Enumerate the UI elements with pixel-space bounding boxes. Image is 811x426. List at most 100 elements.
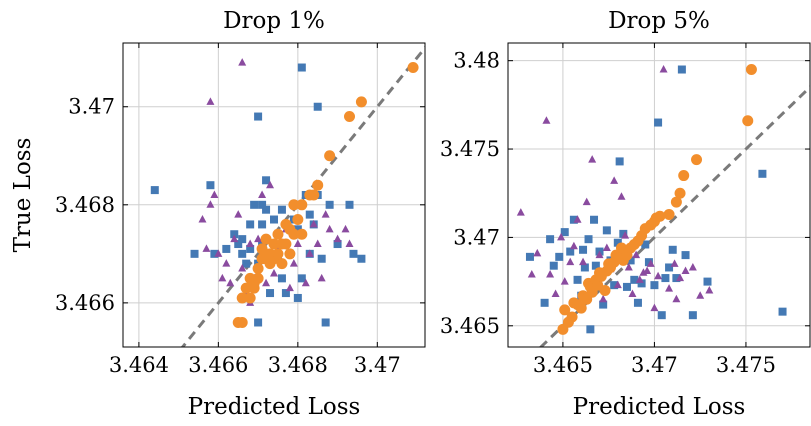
data-point-circle <box>296 228 308 240</box>
data-point-square <box>703 277 712 286</box>
data-points <box>516 64 787 335</box>
data-point-circle <box>272 248 284 260</box>
panel-title: Drop 5% <box>608 8 710 34</box>
data-point-square <box>222 244 231 253</box>
data-point-triangle <box>599 294 608 303</box>
data-point-square <box>281 289 290 298</box>
data-point-triangle <box>602 243 611 252</box>
data-point-triangle <box>285 283 294 292</box>
data-point-circle <box>670 196 682 208</box>
data-point-square <box>540 298 549 307</box>
data-point-triangle <box>218 273 227 282</box>
data-point-square <box>630 275 639 284</box>
data-point-circle <box>236 316 248 328</box>
plot-area-frame <box>507 42 811 348</box>
x-tick-label: 3.465 <box>533 353 593 377</box>
data-point-triangle <box>309 219 318 228</box>
data-point-square <box>266 289 275 298</box>
data-point-circle <box>654 210 666 222</box>
data-point-square <box>325 200 334 209</box>
data-point-square <box>262 176 271 185</box>
data-point-square <box>584 235 593 244</box>
data-point-circle <box>324 150 336 162</box>
data-point-square <box>665 263 674 272</box>
data-point-circle <box>674 187 686 199</box>
data-point-square <box>672 274 681 283</box>
data-point-triangle <box>214 249 223 257</box>
data-point-triangle <box>646 259 655 267</box>
data-point-circle <box>280 238 292 250</box>
data-point-triangle <box>254 234 263 243</box>
x-tick-label: 3.468 <box>268 353 328 377</box>
data-point-square <box>758 169 767 178</box>
data-point-triangle <box>643 266 652 274</box>
data-point-triangle <box>635 275 644 283</box>
data-point-triangle <box>266 180 275 189</box>
data-point-square <box>317 254 326 263</box>
data-point-square <box>602 226 611 235</box>
data-point-square <box>190 249 199 258</box>
data-point-circle <box>276 258 288 270</box>
data-point-square <box>641 240 650 249</box>
data-point-triangle <box>588 155 597 163</box>
data-point-triangle <box>621 231 630 239</box>
x-axis-label: Predicted Loss <box>188 394 361 420</box>
plot-area-frame <box>122 42 426 348</box>
data-point-triangle <box>516 208 525 216</box>
data-point-triangle <box>659 65 668 73</box>
data-point-triangle <box>696 291 705 299</box>
data-point-triangle <box>289 259 298 267</box>
data-point-circle <box>244 292 256 304</box>
data-point-triangle <box>632 250 641 259</box>
data-point-circle <box>344 111 355 123</box>
data-point-triangle <box>210 190 219 198</box>
data-point-circle <box>288 228 300 240</box>
data-point-circle <box>566 311 578 323</box>
y-tick-label: 3.475 <box>440 137 500 161</box>
data-point-square <box>258 200 267 209</box>
data-point-square <box>277 205 286 214</box>
data-point-circle <box>559 304 571 316</box>
data-point-square <box>333 240 342 249</box>
data-point-square <box>357 254 366 263</box>
data-point-triangle <box>305 249 314 257</box>
data-point-circle <box>663 208 675 220</box>
data-point-circle <box>268 238 280 250</box>
data-point-triangle <box>321 210 330 218</box>
data-point-square <box>525 252 534 261</box>
y-tick-label: 3.47 <box>68 95 115 119</box>
data-point-square <box>549 261 558 270</box>
axis-ticks: 3.465 3.47 3.475 3.465 3.47 3.475 3.48 <box>440 43 810 377</box>
data-point-square <box>254 318 263 327</box>
data-point-square <box>246 220 255 229</box>
data-point-square <box>293 293 302 302</box>
y-tick-label: 3.468 <box>55 193 115 217</box>
data-point-square <box>293 225 302 234</box>
grid <box>123 43 425 347</box>
data-point-circle <box>308 189 320 201</box>
data-point-triangle <box>665 284 674 292</box>
data-point-triangle <box>345 239 354 248</box>
data-point-triangle <box>222 259 231 267</box>
data-point-triangle <box>628 289 637 297</box>
data-point-circle <box>240 282 252 294</box>
data-point-square <box>569 215 578 224</box>
data-point-square <box>313 102 322 111</box>
data-point-circle <box>312 179 324 191</box>
data-point-square <box>297 63 306 72</box>
data-point-square <box>546 235 555 244</box>
data-point-square <box>254 112 263 121</box>
data-point-circle <box>296 199 308 211</box>
data-point-triangle <box>613 280 622 289</box>
data-point-square <box>599 300 608 309</box>
data-point-square <box>349 249 358 258</box>
data-point-circle <box>742 115 754 127</box>
data-point-square <box>345 200 354 209</box>
data-point-square <box>321 318 330 327</box>
data-point-triangle <box>560 277 569 285</box>
x-axis-label: Predicted Loss <box>573 394 746 420</box>
data-point-triangle <box>533 248 542 257</box>
data-point-square <box>210 249 219 258</box>
data-point-triangle <box>527 270 536 278</box>
axis-ticks: 3.464 3.466 3.468 3.47 3.466 3.468 3.47 <box>55 43 425 377</box>
